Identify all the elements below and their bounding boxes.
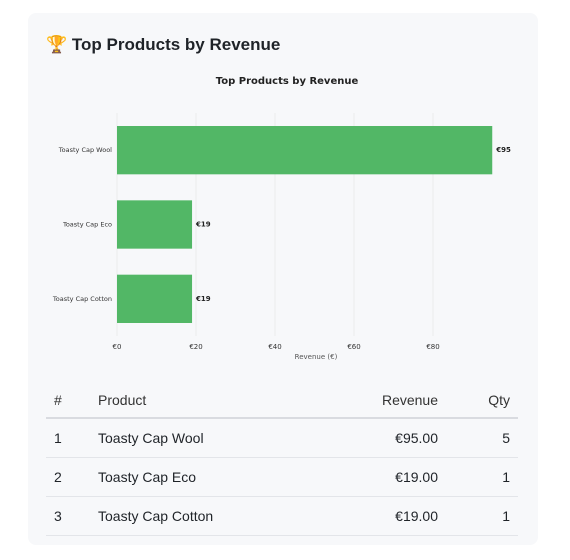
x-tick-label: €0 (113, 343, 122, 351)
table-cell: Toasty Cap Cotton (97, 496, 326, 536)
chart: Top Products by Revenue Revenue (€) €0 €2… (52, 76, 511, 361)
card: 🏆 Top Products by Revenue Top Products b… (28, 13, 538, 545)
table-cell: €19.00 (325, 496, 439, 536)
y-tick-label: Toasty Cap Cotton (52, 295, 112, 303)
value-label: €95 (495, 146, 511, 154)
column-header: Qty (439, 382, 518, 419)
table-row: 2 Toasty Cap Eco €19.00 1 (46, 457, 518, 497)
column-header: # (46, 382, 97, 419)
bar (117, 274, 193, 323)
bar (117, 200, 193, 249)
x-tick-label: €20 (189, 343, 202, 351)
y-tick-label: Toasty Cap Wool (58, 146, 112, 154)
table-header: # Product Revenue Qty (46, 382, 518, 419)
x-axis-label: Revenue (€) (295, 353, 338, 361)
table-row: 3 Toasty Cap Cotton €19.00 1 (46, 496, 518, 536)
table-cell: 1 (46, 418, 97, 458)
y-tick-label: Toasty Cap Eco (62, 221, 112, 229)
bar (117, 126, 493, 175)
table-cell: €19.00 (325, 457, 439, 497)
chart-title: Top Products by Revenue (216, 76, 359, 87)
product-table: # Product Revenue Qty 1 Toasty Cap Wool €95.00… (46, 382, 518, 536)
table-cell: Toasty Cap Wool (97, 418, 326, 458)
column-header: Revenue (325, 382, 439, 419)
table-row: 1 Toasty Cap Wool €95.00 5 (46, 418, 518, 458)
table-cell: Toasty Cap Eco (97, 457, 326, 497)
column-header: Product (97, 382, 326, 419)
table-cell: €95.00 (325, 418, 439, 458)
x-tick-label: €80 (426, 343, 439, 351)
table-cell: 1 (439, 496, 518, 536)
card-title: 🏆 Top Products by Revenue (46, 35, 281, 54)
table-cell: 2 (46, 457, 97, 497)
table-cell: 1 (439, 457, 518, 497)
value-label: €19 (195, 295, 211, 303)
value-label: €19 (195, 221, 211, 229)
x-tick-label: €40 (268, 343, 281, 351)
table-cell: 5 (439, 418, 518, 458)
x-tick-label: €60 (347, 343, 360, 351)
table-cell: 3 (46, 496, 97, 536)
